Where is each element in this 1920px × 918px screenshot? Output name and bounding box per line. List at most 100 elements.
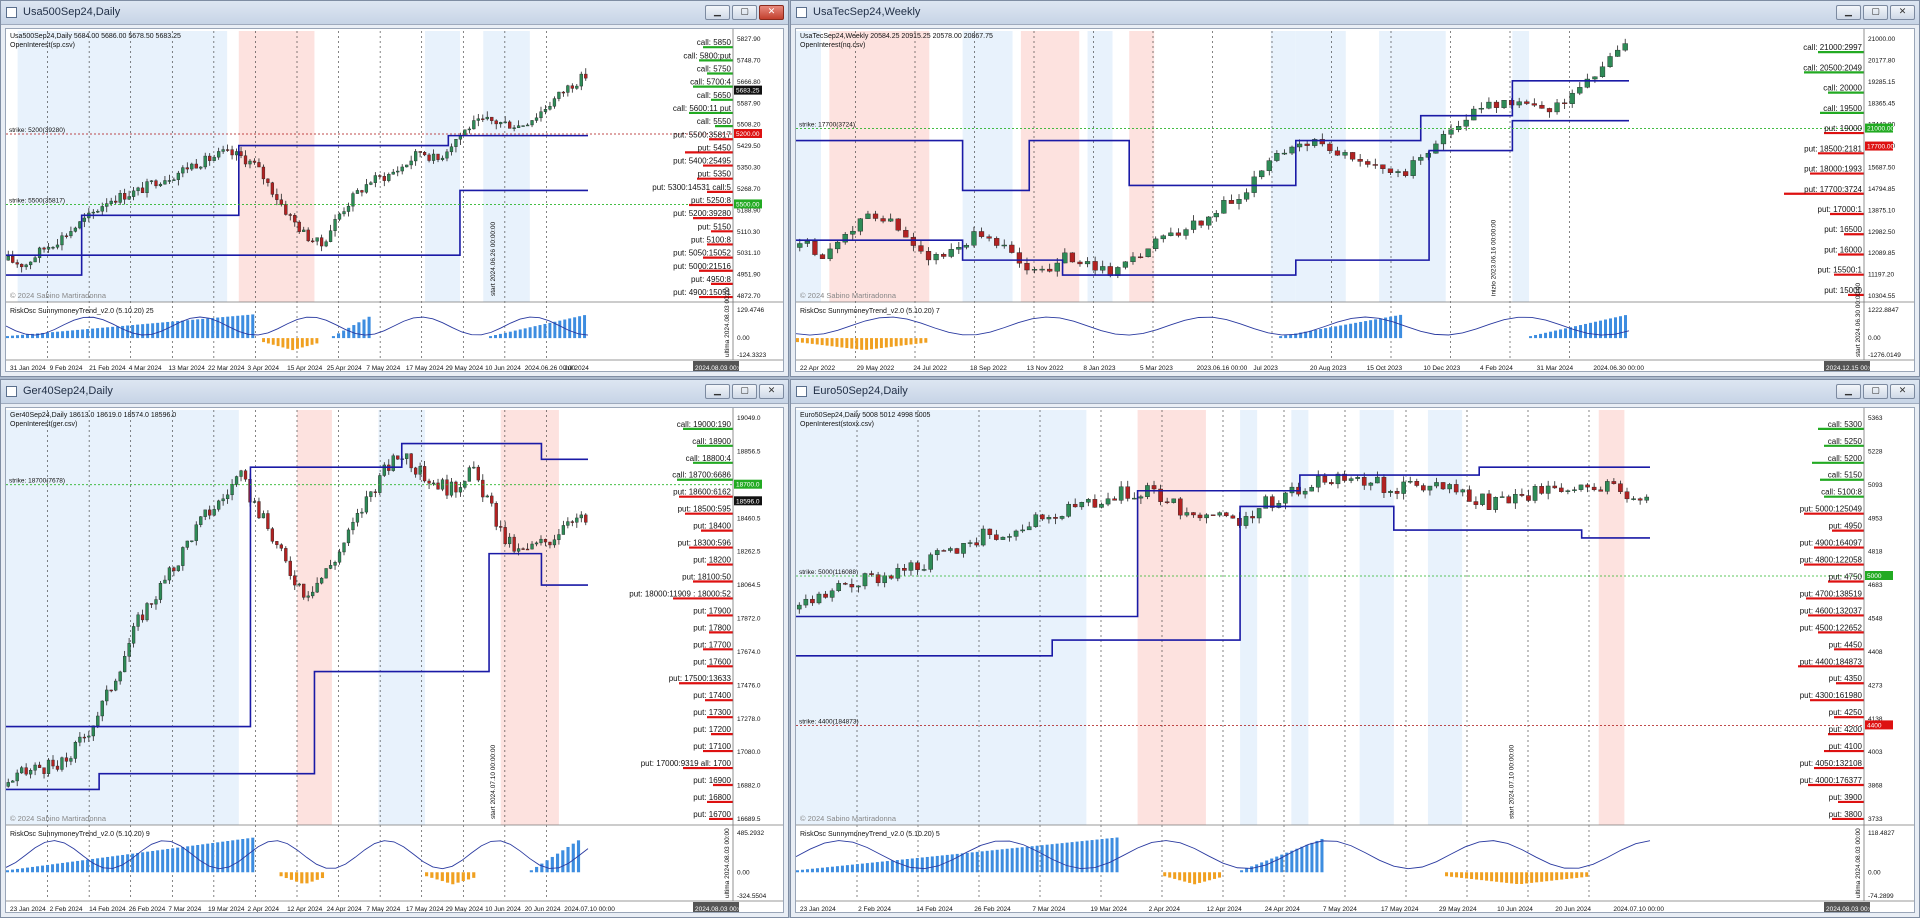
- copyright-text: © 2024 Sabino Martiradonna: [800, 814, 897, 823]
- oscillator-bar: [66, 330, 70, 339]
- oscillator-bar: [251, 837, 255, 873]
- candle-body: [382, 176, 386, 181]
- chart-window-ustec[interactable]: UsaTecSep24,Weekly ▁ ▢ ✕ strike: 17700(3…: [790, 0, 1920, 377]
- minimize-button[interactable]: ▁: [1836, 384, 1861, 399]
- candle-body: [1562, 102, 1568, 104]
- oi-label: put: 17700:3724: [1804, 185, 1862, 194]
- candle-body: [1604, 481, 1610, 492]
- oscillator-bar: [1580, 872, 1584, 878]
- chart-area[interactable]: strike: 5000(116088) strike: 4400(184873)…: [795, 407, 1915, 913]
- minimize-button[interactable]: ▁: [705, 5, 730, 20]
- time-zone-band: [829, 31, 930, 302]
- candle-body: [1440, 482, 1446, 490]
- window-titlebar[interactable]: UsaTecSep24,Weekly ▁ ▢ ✕: [791, 1, 1919, 25]
- candle-body: [64, 235, 69, 237]
- oscillator-bar: [540, 863, 544, 873]
- candle-body: [1151, 485, 1157, 490]
- oi-label: put: 4700:138519: [1800, 589, 1863, 598]
- oscillator-bar: [1213, 872, 1217, 879]
- price-chart[interactable]: strike: 18700(7678) Ger40Sep24,Daily 1861…: [6, 408, 784, 913]
- candle-body: [1100, 266, 1106, 271]
- date-tick: 29 May 2024: [446, 365, 484, 372]
- oscillator-bar: [231, 316, 235, 339]
- maximize-button[interactable]: ▢: [732, 5, 757, 20]
- window-titlebar[interactable]: Ger40Sep24,Daily ▁ ▢ ✕: [1, 380, 788, 404]
- chart-area[interactable]: strike: 18700(7678) Ger40Sep24,Daily 1861…: [5, 407, 784, 913]
- minimize-button[interactable]: ▁: [705, 384, 730, 399]
- price-chart[interactable]: strike: 5500(35817) strike: 5200(39280) Us…: [6, 29, 784, 372]
- close-button[interactable]: ✕: [759, 384, 784, 399]
- window-titlebar[interactable]: Usa500Sep24,Daily ▁ ▢ ✕: [1, 1, 788, 25]
- candle-body: [1309, 487, 1314, 492]
- price-tick: 18262.5: [737, 549, 761, 556]
- oscillator-bar: [221, 317, 225, 339]
- oi-label: put: 17900: [693, 606, 731, 615]
- chart-window-ger40[interactable]: Ger40Sep24,Daily ▁ ▢ ✕ strike: 18700(767…: [0, 379, 789, 918]
- maximize-button[interactable]: ▢: [732, 384, 757, 399]
- candle-body: [1145, 248, 1151, 258]
- candle-body: [382, 464, 386, 476]
- oscillator-bar: [1310, 842, 1314, 873]
- oscillator-bar: [1240, 870, 1244, 873]
- candle-body: [373, 175, 377, 183]
- candle-body: [516, 125, 521, 128]
- candle-body: [1020, 529, 1025, 532]
- time-zone-band: [796, 31, 821, 302]
- oi-label: put: 4500:122652: [1800, 623, 1863, 632]
- oscillator-bar: [860, 338, 864, 350]
- candle-body: [888, 218, 894, 222]
- price-chart[interactable]: strike: 5000(116088) strike: 4400(184873)…: [796, 408, 1915, 913]
- minimize-button[interactable]: ▁: [1836, 5, 1861, 20]
- candle-body: [1433, 143, 1439, 154]
- oi-label: put: 5300:14531 call:5: [652, 183, 731, 192]
- oscillator-bar: [1060, 843, 1064, 873]
- maximize-button[interactable]: ▢: [1863, 384, 1888, 399]
- chart-window-euro50[interactable]: Euro50Sep24,Daily ▁ ▢ ✕ strike: 5000(116…: [790, 379, 1920, 918]
- close-button[interactable]: ✕: [759, 5, 784, 20]
- candle-body: [850, 230, 856, 235]
- price-chart[interactable]: strike: 17700(3724) UsaTecSep24,Weekly 20…: [796, 29, 1915, 372]
- oscillator-bar: [895, 860, 899, 873]
- candle-body: [1217, 512, 1223, 516]
- close-button[interactable]: ✕: [1890, 5, 1915, 20]
- candle-body: [994, 534, 999, 540]
- oscillator-bar: [1349, 323, 1353, 339]
- oscillator-bar: [1485, 872, 1489, 881]
- chart-area[interactable]: strike: 17700(3724) UsaTecSep24,Weekly 20…: [795, 28, 1915, 372]
- candle-body: [136, 187, 140, 192]
- candle-body: [208, 509, 212, 516]
- close-button[interactable]: ✕: [1890, 384, 1915, 399]
- candle-body: [856, 585, 861, 588]
- candle-body: [941, 254, 947, 257]
- price-tick: 4951.90: [737, 272, 761, 279]
- oscillator-bar: [568, 318, 572, 339]
- candle-body: [270, 528, 275, 542]
- candle-body: [252, 501, 257, 503]
- price-tick: 4872.70: [737, 293, 761, 300]
- oscillator-bar: [1090, 840, 1094, 873]
- candle-body: [804, 241, 810, 244]
- candle-body: [230, 484, 234, 496]
- maximize-button[interactable]: ▢: [1863, 5, 1888, 20]
- chart-area[interactable]: strike: 5500(35817) strike: 5200(39280) Us…: [5, 28, 784, 372]
- oi-label: put: 4300:161980: [1800, 691, 1863, 700]
- candle-body: [1348, 478, 1354, 481]
- oscillator-bar: [1183, 872, 1187, 882]
- candle-body: [360, 511, 364, 514]
- chart-window-us500[interactable]: Usa500Sep24,Daily ▁ ▢ ✕ strike: 5500(358…: [0, 0, 789, 377]
- date-tick: 2024.06.30 00:00: [1593, 365, 1644, 372]
- time-zone-band: [1427, 410, 1463, 825]
- oscillator-label: RiskOsc SunnymoneyTrend_v2.0 (5.10.20) 5: [800, 831, 940, 838]
- candle-body: [199, 166, 203, 169]
- candle-body: [974, 542, 979, 546]
- price-tag-green: [1865, 123, 1893, 133]
- date-tick: 19 Mar 2024: [208, 906, 245, 913]
- time-zone-band: [1291, 410, 1309, 825]
- date-tick: 4 Mar 2024: [129, 365, 162, 372]
- oscillator-bar: [914, 338, 918, 344]
- oscillator-bar: [146, 323, 150, 339]
- window-titlebar[interactable]: Euro50Sep24,Daily ▁ ▢ ✕: [791, 380, 1919, 404]
- time-zone-band: [1087, 31, 1113, 302]
- candle-body: [158, 183, 163, 187]
- oi-level-line: [796, 80, 1629, 192]
